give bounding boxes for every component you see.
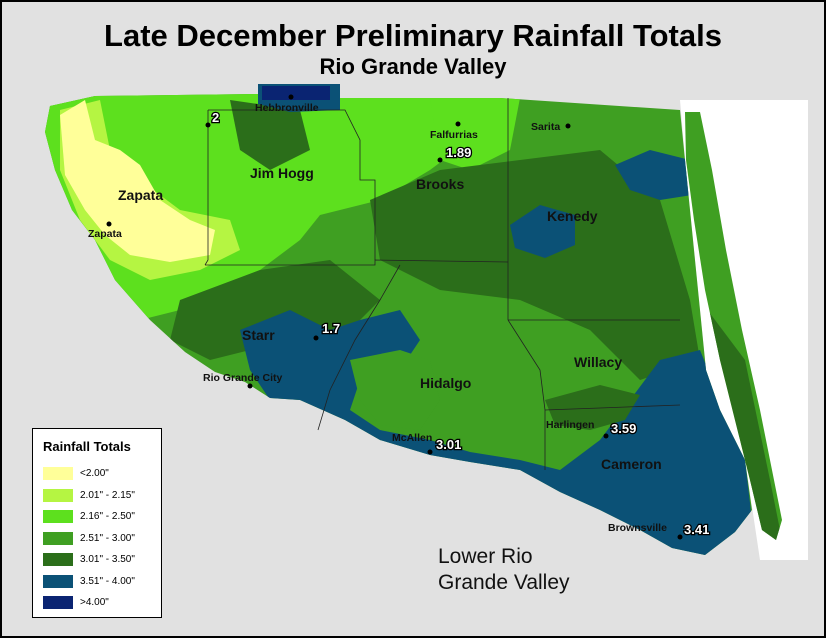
city-dot	[247, 383, 253, 389]
city-dot	[437, 157, 443, 163]
legend-swatch	[43, 553, 73, 566]
city-label: Rio Grande City	[203, 372, 283, 384]
city-dot	[565, 123, 571, 129]
county-label: Brooks	[416, 176, 464, 192]
legend-label: 3.51" - 4.00"	[80, 575, 135, 587]
county-label: Zapata	[118, 187, 163, 203]
city-dots	[106, 94, 683, 540]
legend: Rainfall Totals <2.00" 2.01" - 2.15" 2.16"…	[32, 428, 162, 618]
legend-label: 3.01" - 3.50"	[80, 554, 135, 565]
legend-swatch	[43, 531, 73, 545]
legend-swatch	[43, 574, 73, 588]
city-label: McAllen	[392, 432, 432, 444]
rainfall-value: 1.7	[322, 321, 340, 336]
rainfall-value: 1.89	[446, 145, 471, 160]
page-subtitle: Rio Grande Valley	[319, 54, 507, 79]
rainfall-value: 2	[212, 110, 219, 125]
county-label: Kenedy	[547, 208, 598, 224]
rainfall-value: 3.41	[684, 522, 709, 537]
rainfall-value: 3.59	[611, 421, 636, 436]
city-label: Zapata	[88, 228, 122, 240]
legend-swatch	[43, 510, 73, 523]
city-label: Sarita	[531, 121, 560, 133]
county-label: Starr	[242, 327, 275, 343]
legend-label: >4.00"	[80, 597, 109, 608]
rainfall-value: 3.01	[436, 437, 461, 452]
city-label: Brownsville	[608, 522, 667, 534]
legend-title: Rainfall Totals	[43, 439, 131, 454]
legend-swatch	[43, 596, 73, 609]
city-dot	[313, 335, 319, 341]
county-label: Willacy	[574, 354, 622, 370]
county-label: Cameron	[601, 456, 662, 472]
legend-label: 2.16" - 2.50"	[80, 511, 135, 522]
city-dot	[205, 122, 211, 128]
region-label-line-2: Grande Valley	[438, 571, 570, 594]
county-label: Hidalgo	[420, 375, 471, 391]
city-dot	[455, 121, 461, 127]
legend-label: <2.00"	[80, 468, 109, 479]
city-dot	[427, 449, 433, 455]
city-label: Hebbronville	[255, 102, 319, 114]
city-dot	[603, 433, 609, 439]
city-dot	[677, 534, 683, 540]
city-label: Harlingen	[546, 419, 594, 431]
city-dot	[288, 94, 294, 100]
legend-swatch	[43, 467, 73, 480]
city-label: Falfurrias	[430, 129, 478, 141]
legend-label: 2.01" - 2.15"	[80, 489, 135, 501]
county-boundaries	[204, 98, 681, 470]
county-label: Jim Hogg	[250, 165, 314, 181]
legend-label: 2.51" - 3.00"	[80, 532, 135, 544]
city-dot	[106, 221, 112, 227]
legend-swatch	[43, 488, 73, 502]
region-label-line-1: Lower Rio	[438, 545, 533, 568]
rainfall-zones	[45, 84, 752, 555]
page-title: Late December Preliminary Rainfall Total…	[104, 18, 722, 53]
